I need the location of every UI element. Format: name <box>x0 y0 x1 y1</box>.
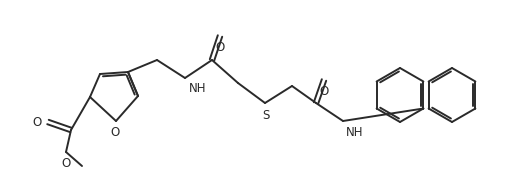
Text: S: S <box>262 109 270 122</box>
Text: O: O <box>62 157 70 170</box>
Text: O: O <box>215 41 225 54</box>
Text: O: O <box>33 115 42 129</box>
Text: O: O <box>319 85 329 98</box>
Text: O: O <box>110 126 119 139</box>
Text: NH: NH <box>346 126 363 139</box>
Text: NH: NH <box>189 82 207 95</box>
